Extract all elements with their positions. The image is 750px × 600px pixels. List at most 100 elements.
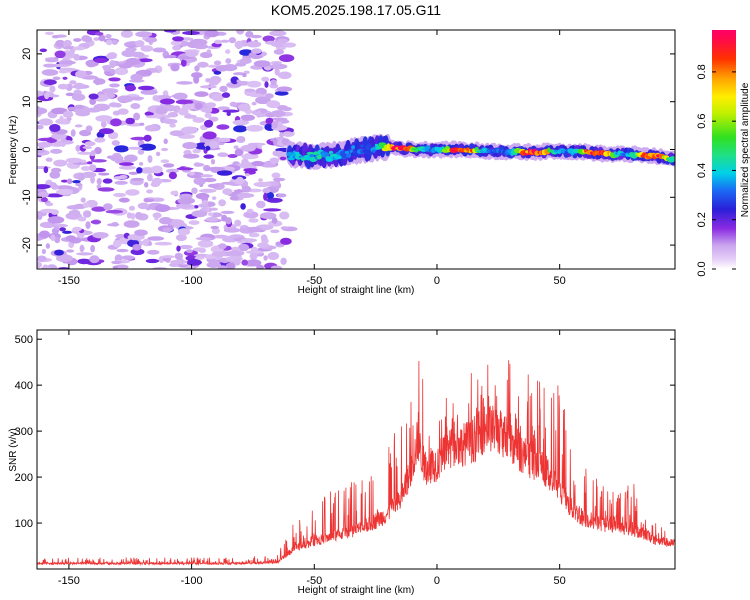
noise-blob [69,80,77,85]
noise-blob [191,187,198,194]
noise-blob [263,208,282,212]
noise-blob [143,134,152,142]
noise-blob [242,185,252,193]
noise-blob [93,37,100,41]
noise-blob [152,47,167,53]
noise-blob [162,163,175,168]
noise-blob [52,76,61,81]
colorbar: 0.0 0.2 0.4 0.6 0.8 Normalized spectral ampl… [696,30,750,277]
noise-blob [168,171,177,180]
noise-blob [140,45,154,52]
noise-blob [194,65,200,72]
noise-blob [124,154,138,163]
noise-blob [259,212,277,220]
noise-blob [217,106,230,110]
noise-blob [222,188,233,196]
noise-blob [112,240,122,248]
noise-blob [205,102,216,108]
noise-blob [243,211,259,219]
noise-blob [147,236,165,241]
noise-blob [271,121,278,129]
noise-blob [170,63,180,72]
noise-blob [58,60,76,65]
noise-blob [264,81,269,88]
noise-blob [55,118,71,125]
noise-blob [90,159,107,163]
noise-blob [90,220,102,224]
noise-blob [206,49,212,54]
noise-blob [90,244,95,253]
signal-core [346,153,352,158]
noise-blob [65,157,83,164]
noise-blob [233,178,245,184]
signal-core [292,150,297,157]
signal-core [351,145,356,150]
noise-blob [243,168,258,172]
noise-blob [118,61,124,65]
noise-blob [168,219,185,226]
noise-blob [279,156,287,161]
noise-blob [233,189,245,193]
x-tick-label: -50 [306,575,322,587]
noise-blob [251,101,257,106]
noise-blob [41,248,47,255]
noise-blob [152,212,162,219]
noise-blob [65,235,77,242]
noise-blob [98,128,114,135]
noise-blob [128,44,136,48]
noise-blob [74,124,83,128]
noise-blob [145,115,163,119]
noise-blob [72,226,82,232]
noise-blob [236,79,241,83]
noise-blob [280,237,292,245]
noise-blob [272,177,286,182]
noise-blob [125,117,135,125]
noise-blob [144,111,154,116]
noise-blob [159,217,172,225]
noise-blob [155,107,168,115]
signal-core [316,154,322,160]
noise-blob [51,35,60,39]
noise-blob [75,70,87,78]
noise-blob [226,112,231,116]
noise-blob [165,54,177,59]
noise-blob [234,257,241,266]
noise-blob [270,229,280,234]
noise-blob [152,95,160,102]
noise-blob [240,114,255,121]
noise-blob [194,256,205,260]
noise-blob [216,124,230,130]
noise-blob [112,110,121,116]
noise-blob [98,172,110,176]
noise-blob [49,171,61,179]
noise-blob [121,49,137,58]
noise-blob [245,173,250,177]
noise-blob [280,257,287,265]
noise-blob [204,112,212,118]
noise-blob [45,243,51,249]
noise-blob [240,144,256,152]
noise-blob [119,165,136,170]
snr-ticks: -150 -100 -50 0 50 100 200 300 400 500 [15,330,675,587]
noise-blob [210,225,219,230]
x-tick-label: -150 [58,575,80,587]
noise-blob [45,202,54,207]
noise-blob [67,106,76,111]
noise-blob [271,172,281,179]
noise-blob [135,40,145,48]
noise-blob [144,70,152,76]
signal-core [364,150,369,155]
noise-blob [37,261,43,269]
noise-blob [167,111,179,118]
noise-blob [55,39,66,48]
y-tick-label: 100 [15,518,33,530]
noise-blob [84,141,96,147]
noise-blob [49,182,57,189]
noise-blob [69,209,81,217]
noise-blob [193,177,206,186]
noise-blob [66,178,73,185]
noise-blob [201,200,208,206]
noise-blob [56,188,74,196]
